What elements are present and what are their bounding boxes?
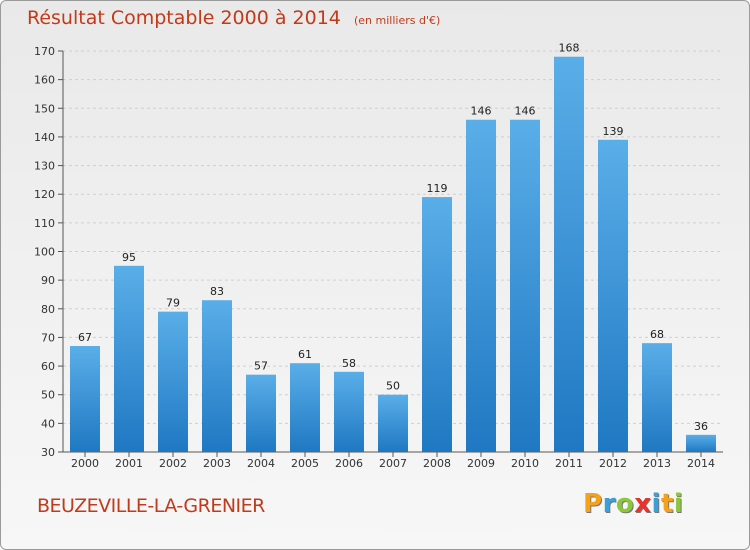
logo-letter: o — [615, 489, 635, 519]
y-tick-label: 30 — [41, 446, 55, 459]
bar — [334, 371, 364, 452]
y-tick-label: 40 — [41, 417, 55, 430]
x-tick-label: 2000 — [71, 457, 99, 470]
bars — [70, 56, 716, 453]
x-tick-label: 2001 — [115, 457, 143, 470]
x-tick-label: 2003 — [203, 457, 231, 470]
x-tick-label: 2014 — [687, 457, 715, 470]
x-tick-label: 2013 — [643, 457, 671, 470]
logo-letter: x — [634, 489, 652, 519]
bar — [202, 300, 232, 452]
x-tick-label: 2004 — [247, 457, 275, 470]
data-label: 67 — [78, 331, 92, 344]
bar — [554, 56, 584, 452]
logo-letter: t — [660, 489, 674, 519]
bar — [466, 119, 496, 452]
x-tick-label: 2006 — [335, 457, 363, 470]
data-label: 58 — [342, 357, 356, 370]
y-tick-label: 150 — [34, 102, 55, 115]
proxiti-logo[interactable]: Proxiti — [583, 489, 683, 519]
y-tick-label: 60 — [41, 360, 55, 373]
logo-letter: i — [651, 489, 661, 519]
chart-title-main: Résultat Comptable 2000 à 2014 — [27, 7, 341, 29]
y-tick-label: 80 — [41, 303, 55, 316]
data-labels: 67 95 79 83 57 61 58 50 119 146 146 168 139 68 36 — [78, 42, 708, 433]
data-label: 168 — [559, 42, 580, 55]
bar — [114, 265, 144, 452]
y-tick-label: 170 — [34, 45, 55, 58]
y-tick-label: 130 — [34, 160, 55, 173]
bar — [598, 139, 628, 453]
y-tick-label: 50 — [41, 389, 55, 402]
y-tick-label: 140 — [34, 131, 55, 144]
x-tick-label: 2011 — [555, 457, 583, 470]
data-label: 50 — [386, 380, 400, 393]
logo-letter: i — [673, 489, 684, 519]
x-tick-label: 2009 — [467, 457, 495, 470]
axes: 30 40 50 60 70 80 90 100 110 120 130 140 150 160 170 20… — [34, 45, 723, 470]
bar — [378, 394, 408, 452]
y-tick-label: 70 — [41, 331, 55, 344]
bar — [70, 346, 100, 452]
bar — [686, 434, 716, 452]
commune-name: BEUZEVILLE-LA-GRENIER — [37, 495, 265, 517]
bar — [158, 311, 188, 452]
data-label: 61 — [298, 348, 312, 361]
logo-letter: P — [583, 489, 603, 519]
x-tick-label: 2002 — [159, 457, 187, 470]
data-label: 68 — [650, 328, 664, 341]
bar — [422, 197, 452, 452]
x-tick-label: 2007 — [379, 457, 407, 470]
x-tick-label: 2012 — [599, 457, 627, 470]
data-label: 57 — [254, 360, 268, 373]
y-tick-label: 120 — [34, 188, 55, 201]
x-tick-label: 2010 — [511, 457, 539, 470]
data-label: 139 — [603, 125, 624, 138]
chart-title: Résultat Comptable 2000 à 2014 (en milli… — [27, 7, 440, 29]
y-tick-label: 160 — [34, 74, 55, 87]
chart-subtitle: (en milliers d'€) — [353, 14, 441, 27]
data-label: 95 — [122, 251, 136, 264]
data-label: 83 — [210, 285, 224, 298]
bar — [510, 119, 540, 452]
data-label: 79 — [166, 297, 180, 310]
y-tick-label: 90 — [41, 274, 55, 287]
y-tick-label: 100 — [34, 246, 55, 259]
data-label: 119 — [427, 182, 448, 195]
y-tick-label: 110 — [34, 217, 55, 230]
data-label: 146 — [515, 105, 536, 118]
x-tick-label: 2005 — [291, 457, 319, 470]
bar — [246, 374, 276, 452]
logo-letter: r — [602, 489, 616, 519]
bar — [642, 343, 672, 452]
data-label: 146 — [471, 105, 492, 118]
data-label: 36 — [694, 420, 708, 433]
x-tick-label: 2008 — [423, 457, 451, 470]
bar — [290, 363, 320, 452]
